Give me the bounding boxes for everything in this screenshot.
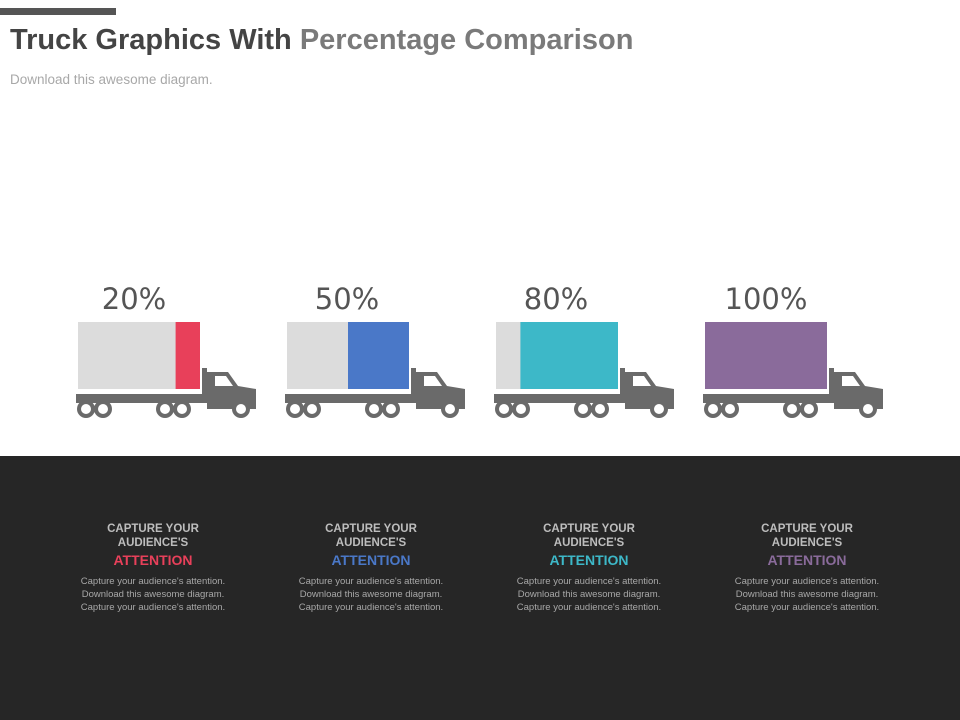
truck-chassis (703, 394, 835, 403)
page-title: Truck Graphics With Percentage Compariso… (10, 24, 633, 57)
truck-wheel (591, 400, 609, 418)
card-emphasis: ATTENTION (113, 552, 193, 568)
truck-wheel (650, 400, 668, 418)
description-panel: CAPTURE YOUR AUDIENCE'S ATTENTION Captur… (0, 456, 960, 720)
truck-hitch (620, 368, 625, 400)
truck-graphic (285, 322, 465, 418)
card-heading: CAPTURE YOUR AUDIENCE'S (107, 523, 199, 549)
page-subtitle: Download this awesome diagram. (10, 72, 213, 87)
truck-wheel (365, 400, 383, 418)
info-card-3: CAPTURE YOUR AUDIENCE'S ATTENTION Captur… (504, 522, 674, 614)
cab-window (842, 376, 860, 386)
truck-wheel (721, 400, 739, 418)
truck-chassis (494, 394, 626, 403)
truck-cab (207, 372, 256, 409)
trailer-fill-bar (175, 322, 200, 389)
title-part-1: Truck Graphics With (10, 24, 292, 56)
cab-window (633, 376, 651, 386)
truck-graphic (703, 322, 883, 418)
card-body: Capture your audience's attention. Downl… (516, 576, 662, 613)
truck-1: 20% (76, 282, 266, 442)
card-emphasis: ATTENTION (549, 552, 629, 568)
trailer-fill-bar (705, 322, 827, 389)
card-heading: CAPTURE YOUR AUDIENCE'S (543, 523, 635, 549)
card-emphasis: ATTENTION (331, 552, 411, 568)
truck-graphic (494, 322, 674, 418)
truck-graphic (76, 322, 256, 418)
truck-wheel (441, 400, 459, 418)
percentage-label: 80% (523, 282, 589, 316)
cab-window (215, 376, 233, 386)
truck-hitch (202, 368, 207, 400)
title-accent-bar (0, 8, 116, 15)
info-card-4: CAPTURE YOUR AUDIENCE'S ATTENTION Captur… (722, 522, 892, 614)
card-heading: CAPTURE YOUR AUDIENCE'S (325, 523, 417, 549)
truck-wheel (495, 400, 513, 418)
title-part-2: Percentage Comparison (299, 24, 634, 56)
truck-chassis (76, 394, 208, 403)
truck-wheel (232, 400, 250, 418)
truck-hitch (411, 368, 416, 400)
trailer-fill-bar (520, 322, 618, 389)
truck-cab (625, 372, 674, 409)
card-body: Capture your audience's attention. Downl… (734, 576, 880, 613)
truck-wheel (783, 400, 801, 418)
truck-wheel (512, 400, 530, 418)
percentage-label: 100% (724, 282, 808, 316)
truck-wheel (286, 400, 304, 418)
truck-wheel (800, 400, 818, 418)
truck-wheel (173, 400, 191, 418)
truck-hitch (829, 368, 834, 400)
truck-chassis (285, 394, 417, 403)
card-emphasis: ATTENTION (767, 552, 847, 568)
truck-3: 80% (494, 282, 684, 442)
truck-wheel (156, 400, 174, 418)
card-body: Capture your audience's attention. Downl… (298, 576, 444, 613)
truck-wheel (382, 400, 400, 418)
info-card-2: CAPTURE YOUR AUDIENCE'S ATTENTION Captur… (286, 522, 456, 614)
card-heading: CAPTURE YOUR AUDIENCE'S (761, 523, 853, 549)
percentage-label: 50% (314, 282, 380, 316)
truck-wheel (303, 400, 321, 418)
truck-2: 50% (285, 282, 475, 442)
truck-4: 100% (703, 282, 893, 442)
truck-wheel (859, 400, 877, 418)
truck-wheel (77, 400, 95, 418)
truck-cab (416, 372, 465, 409)
info-card-1: CAPTURE YOUR AUDIENCE'S ATTENTION Captur… (68, 522, 238, 614)
truck-chart: 20% 50% 80% 100% (76, 282, 893, 442)
truck-wheel (574, 400, 592, 418)
card-body: Capture your audience's attention. Downl… (80, 576, 226, 613)
trailer-fill-bar (348, 322, 409, 389)
truck-cab (834, 372, 883, 409)
percentage-label: 20% (101, 282, 167, 316)
cab-window (424, 376, 442, 386)
truck-wheel (704, 400, 722, 418)
truck-wheel (94, 400, 112, 418)
